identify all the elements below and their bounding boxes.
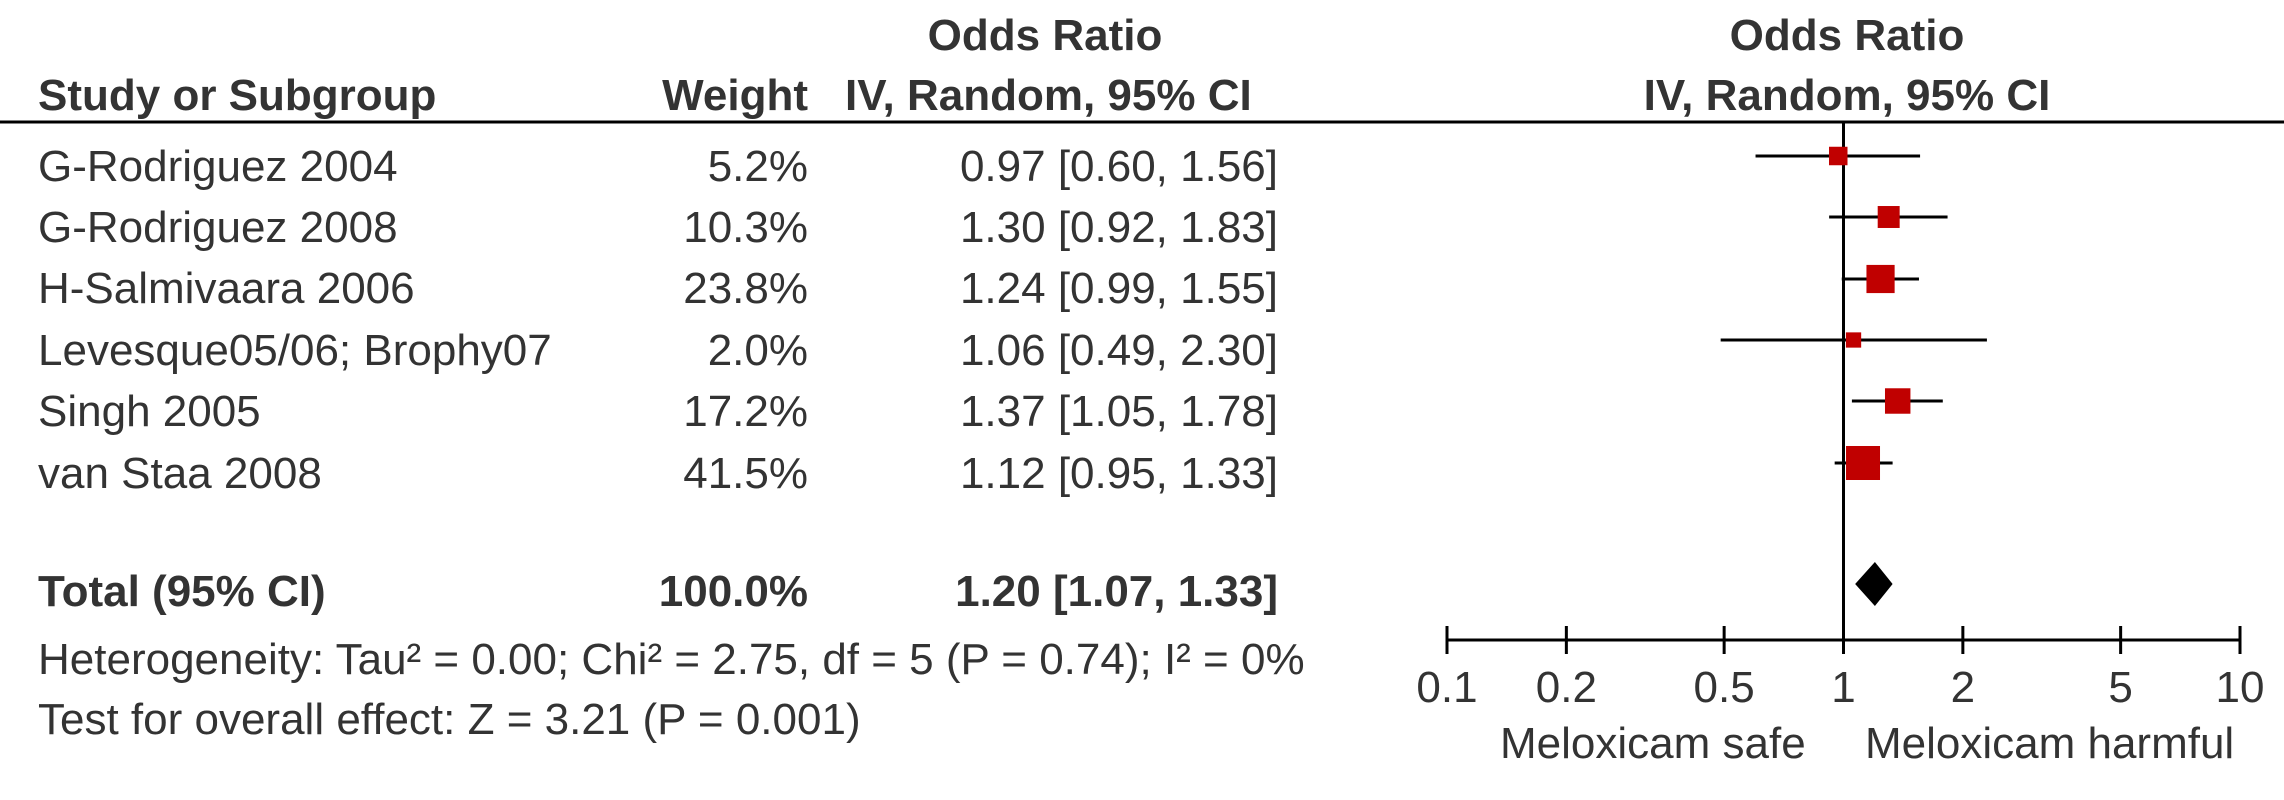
study-weight: 41.5% — [683, 449, 808, 498]
weight-column-header: Weight — [662, 71, 808, 120]
study-marker — [1884, 388, 1911, 414]
study-marker — [1829, 146, 1848, 166]
study-weight: 2.0% — [707, 326, 808, 375]
study-ci: 1.12 [0.95, 1.33] — [959, 449, 1278, 498]
study-ci: 1.24 [0.99, 1.55] — [959, 264, 1278, 313]
total-ci: 1.20 [1.07, 1.33] — [955, 567, 1278, 616]
x-tick-label: 5 — [2108, 663, 2133, 712]
study-column-header: Study or Subgroup — [38, 71, 437, 120]
study-name: Levesque05/06; Brophy07 — [38, 326, 552, 375]
or-group-heading: Odds Ratio — [927, 11, 1163, 60]
plot-column-header: IV, Random, 95% CI — [1643, 71, 2051, 120]
study-marker — [1845, 332, 1862, 348]
overall-effect-text: Test for overall effect: Z = 3.21 (P = 0… — [38, 695, 861, 744]
study-weight: 23.8% — [683, 264, 808, 313]
axis-right-label: Meloxicam harmful — [1865, 719, 2235, 768]
study-weight: 17.2% — [683, 387, 808, 436]
x-tick-label: 10 — [2215, 663, 2265, 712]
total-weight: 100.0% — [658, 567, 808, 616]
x-tick-label: 0.1 — [1416, 663, 1478, 712]
pooled-diamond — [1855, 562, 1893, 606]
study-weight: 5.2% — [707, 142, 808, 191]
study-ci: 0.97 [0.60, 1.56] — [959, 142, 1278, 191]
or-column-header: IV, Random, 95% CI — [845, 71, 1252, 120]
x-tick-label: 0.2 — [1535, 663, 1597, 712]
study-ci: 1.06 [0.49, 2.30] — [959, 326, 1278, 375]
study-ci: 1.30 [0.92, 1.83] — [959, 203, 1278, 252]
study-name: Singh 2005 — [38, 387, 261, 436]
x-tick-label: 1 — [1831, 663, 1856, 712]
study-name: G-Rodriguez 2004 — [38, 142, 398, 191]
total-label: Total (95% CI) — [38, 567, 326, 616]
study-weight: 10.3% — [683, 203, 808, 252]
study-marker — [1846, 446, 1881, 480]
study-name: G-Rodriguez 2008 — [38, 203, 398, 252]
axis-left-label: Meloxicam safe — [1500, 719, 1806, 768]
study-name: van Staa 2008 — [38, 449, 322, 498]
x-tick-label: 2 — [1950, 663, 1976, 712]
heterogeneity-text: Heterogeneity: Tau² = 0.00; Chi² = 2.75,… — [38, 635, 1305, 684]
study-ci: 1.37 [1.05, 1.78] — [959, 387, 1278, 436]
study-marker — [1877, 206, 1900, 228]
study-marker — [1866, 264, 1895, 294]
plot-group-heading: Odds Ratio — [1729, 11, 1965, 60]
x-tick-label: 0.5 — [1693, 663, 1755, 712]
study-name: H-Salmivaara 2006 — [38, 264, 415, 313]
